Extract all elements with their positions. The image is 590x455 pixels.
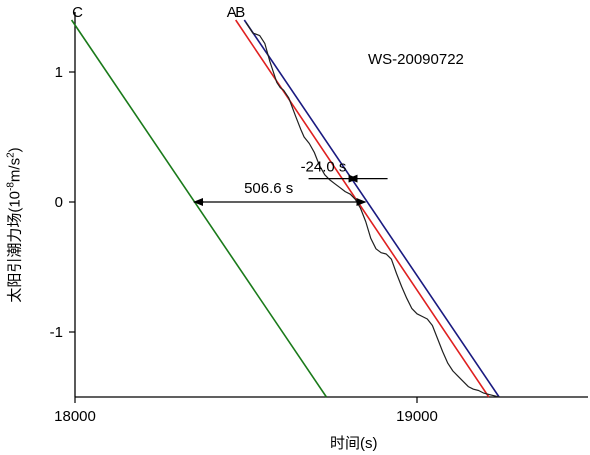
series-label-a: A bbox=[227, 4, 237, 21]
series-line-b bbox=[243, 19, 500, 398]
chart-title: WS-20090722 bbox=[368, 51, 464, 68]
y-axis-label: 太阳引潮力场(10-8m/s2) bbox=[5, 147, 24, 303]
y-tick-label: 0 bbox=[55, 194, 63, 211]
x-tick-label: 19000 bbox=[396, 408, 438, 425]
series-label-c: C bbox=[72, 4, 83, 21]
axes: 1 0 -1 18000 19000 bbox=[50, 12, 588, 425]
series-line-a bbox=[235, 19, 490, 398]
x-tick-label: 18000 bbox=[54, 408, 96, 425]
series-group: AB C bbox=[70, 4, 500, 398]
y-tick-label: -1 bbox=[50, 324, 63, 341]
annotation-label-2: 506.6 s bbox=[244, 180, 293, 197]
series-line-observed bbox=[245, 22, 500, 398]
annotation-label-1: -24.0 s bbox=[301, 159, 347, 176]
y-tick-label: 1 bbox=[55, 64, 63, 81]
series-line-c bbox=[70, 19, 328, 398]
series-label-b: B bbox=[235, 4, 245, 21]
annotations-group: -24.0 s 506.6 s bbox=[193, 159, 388, 206]
x-axis-label: 时间(s) bbox=[330, 435, 378, 452]
